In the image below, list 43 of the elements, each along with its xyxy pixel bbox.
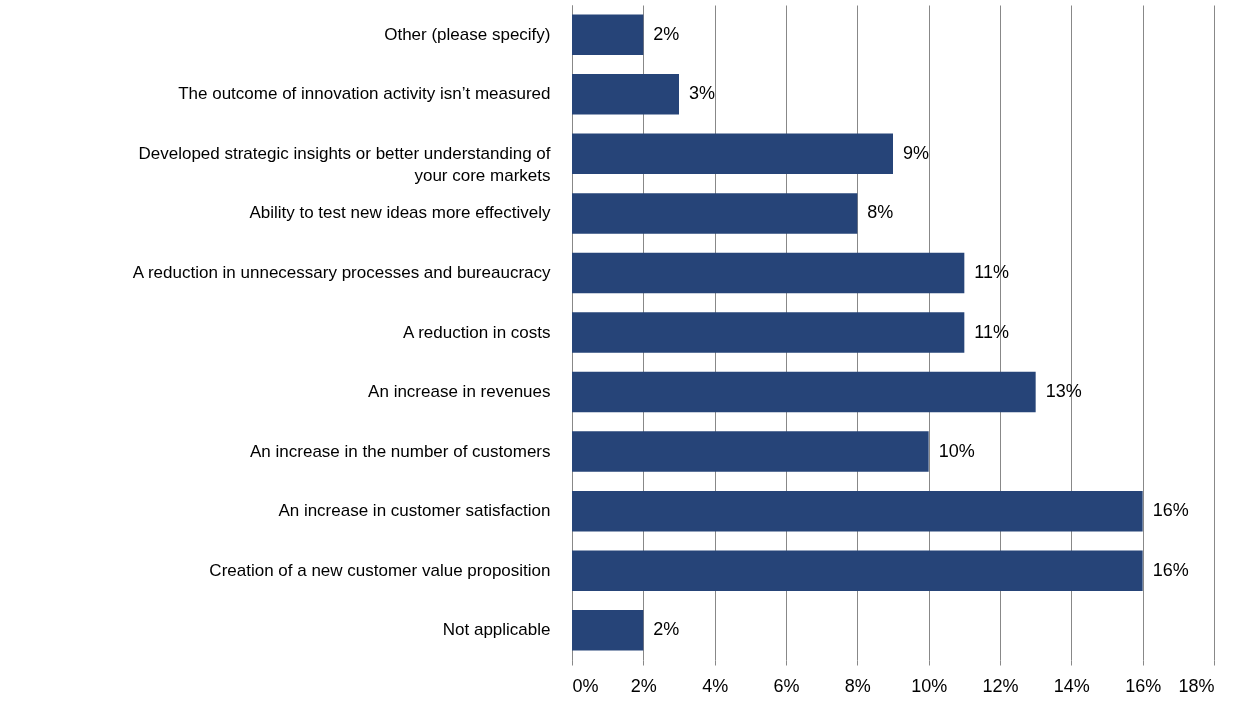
data-label: 2% [653,23,680,44]
x-tick-label: 10% [911,675,948,696]
bar [572,14,644,56]
bar [572,252,965,294]
bar [572,431,929,472]
y-tick-label: The outcome of innovation activity isn’t measured [178,84,551,104]
data-label: 8% [867,202,894,223]
bar [572,193,858,234]
y-tick-label: An increase in the number of customers [250,441,551,461]
y-tick-label: A reduction in costs [403,322,551,342]
x-tick-label: 14% [1053,675,1090,696]
y-tick-label: An increase in revenues [368,382,551,402]
y-tick-label: Not applicable [442,620,551,640]
bar [572,133,893,175]
y-tick-label: Creation of a new customer value proposition [209,560,551,580]
bar [572,312,965,353]
y-tick-label: An increase in customer satisfaction [278,501,551,521]
x-tick-label: 4% [702,675,729,696]
x-tick-label: 12% [982,675,1019,696]
data-label: 11% [974,321,1010,342]
data-label: 11% [974,261,1010,282]
y-tick-label: Developed strategic insights or better understanding of your core markets [138,143,551,185]
y-tick-label: A reduction in unnecessary processes and bureaucracy [132,262,551,282]
bar [572,550,1143,591]
y-tick-label: Other (please specify) [384,24,551,44]
x-tick-label: 8% [844,675,871,696]
data-label: 16% [1152,559,1189,580]
bar [572,490,1143,532]
x-tick-label: 0% [572,675,599,696]
x-tick-label: 2% [630,675,657,696]
bar [572,609,644,651]
bar [572,74,679,115]
x-tick-label: 16% [1125,675,1162,696]
bar [572,371,1036,413]
data-label: 3% [689,83,716,104]
data-label: 16% [1152,500,1189,521]
data-label: 2% [653,619,680,640]
x-tick-label: 6% [773,675,800,696]
data-label: 9% [903,142,930,163]
data-label: 13% [1045,381,1082,402]
x-tick-label: 18% [1178,675,1215,696]
y-tick-label: Ability to test new ideas more effectively [249,203,551,223]
data-label: 10% [938,440,975,461]
